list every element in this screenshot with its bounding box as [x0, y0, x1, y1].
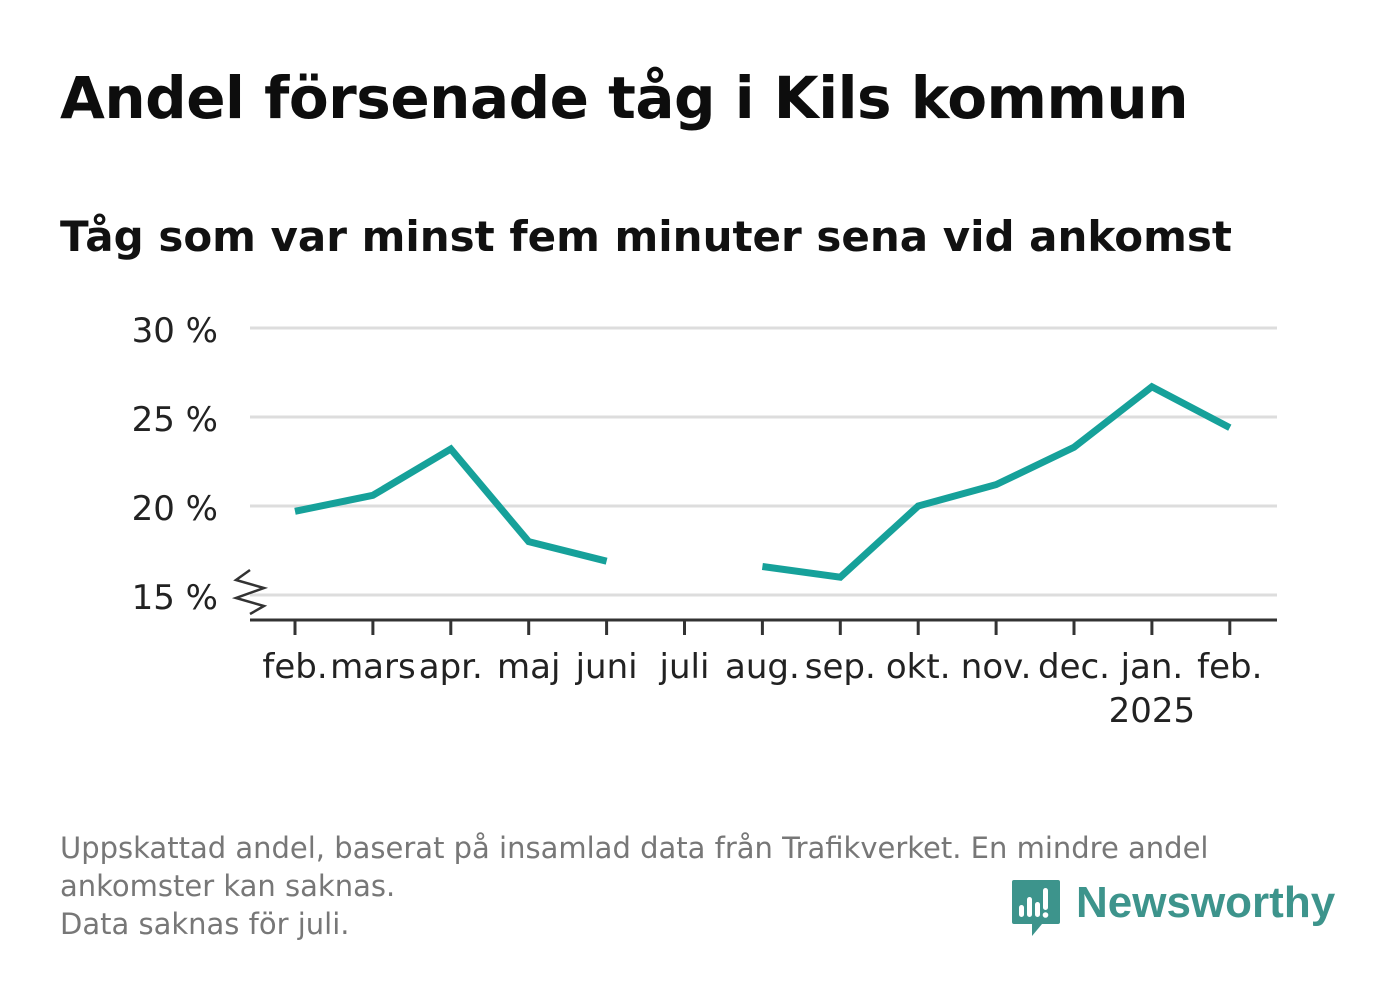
footnote-line-1: Uppskattad andel, baserat på insamlad da…	[60, 831, 1209, 865]
brand-logo[interactable]: Newsworthy	[1010, 878, 1335, 940]
x-tick-label: okt.	[886, 647, 951, 687]
x-tick-label: feb.	[262, 647, 327, 687]
y-tick-label: 15 %	[132, 578, 218, 618]
y-tick-label: 25 %	[132, 400, 218, 440]
y-tick-label: 20 %	[132, 489, 218, 529]
series-line-segment	[761, 382, 1232, 581]
x-tick-label: juli	[659, 647, 710, 687]
x-tick-label: aug.	[725, 647, 800, 687]
series-lines	[294, 382, 1232, 581]
x-tick-label: apr.	[419, 647, 483, 687]
line-chart: 15 %20 %25 %30 % feb. mars apr. maj juni juli…	[132, 311, 1277, 731]
chart-subtitle: Tåg som var minst fem minuter sena vid a…	[60, 212, 1232, 261]
x-tick-label: dec.	[1038, 647, 1110, 687]
x-tick-label: feb.	[1197, 647, 1262, 687]
footnote-line-2: ankomster kan saknas.	[60, 869, 396, 903]
footnote: Uppskattad andel, baserat på insamlad da…	[60, 829, 1310, 943]
x-tick-label: sep.	[805, 647, 876, 687]
axis-break-mark	[231, 568, 269, 616]
x-axis: feb. mars apr. maj juni juli aug. sep. okt. nov. d…	[250, 618, 1277, 731]
x-tick-label: juni	[575, 647, 638, 687]
brand-name: Newsworthy	[1076, 878, 1336, 927]
newsworthy-logo-icon	[1012, 880, 1060, 936]
y-tick-label: 30 %	[132, 311, 218, 351]
footnote-line-3: Data saknas för juli.	[60, 907, 350, 941]
x-tick-label: maj	[497, 647, 560, 687]
chart-title: Andel försenade tåg i Kils kommun	[60, 64, 1189, 132]
y-axis: 15 % 20 % 25 % 30 %	[132, 311, 269, 618]
x-year-label: 2025	[1109, 691, 1196, 731]
x-tick-label: mars	[330, 647, 416, 687]
gridlines	[250, 326, 1277, 597]
x-tick-label: jan.	[1120, 647, 1184, 687]
x-tick-label: nov.	[961, 647, 1032, 687]
